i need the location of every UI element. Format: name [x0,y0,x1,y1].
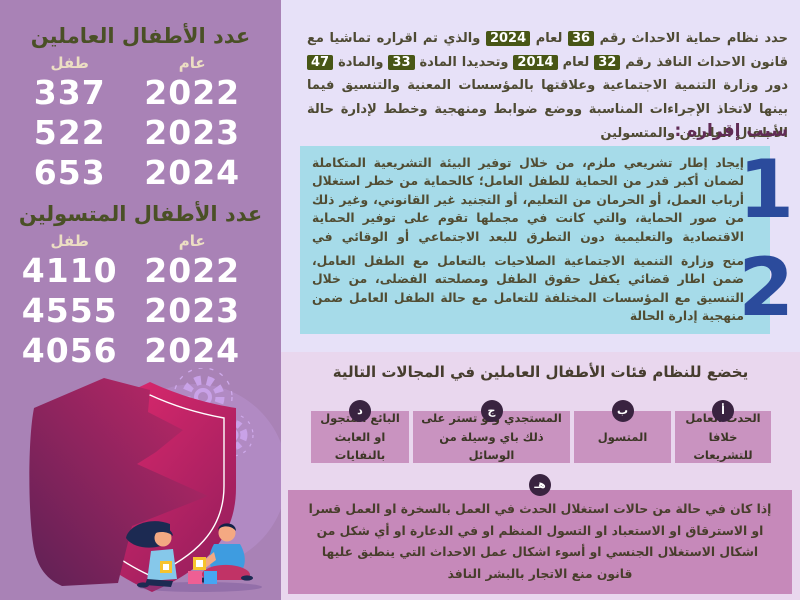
children-playing-illustration [29,368,281,592]
intro-text: لعام [530,31,568,46]
table-row: 2023 4555 [0,290,281,330]
categories-section: يخضع للنظام فئات الأطفال العاملين في الم… [281,352,800,600]
statistics-panel: عدد الأطفال العاملين عام طفل 2022 337 20… [0,0,281,600]
category-card-a: أ الحدث العامل خلافا للتشريعات [675,400,771,463]
letter-badge-d: د [349,400,371,422]
categories-row: أ الحدث العامل خلافا للتشريعات ب المتسول… [281,381,800,463]
category-card-b: ب المتسول [574,400,671,463]
building-blocks [188,557,217,584]
begging-children-header: عام طفل [0,226,281,250]
highlight-article-number: 47 [307,54,334,70]
jordan-map-shape [29,378,208,586]
category-card-d: د البائع المتجول او العابث بالنفايات [311,400,409,463]
highlight-article-number: 33 [388,54,415,70]
intro-text: والمادة [333,54,389,70]
working-children-header: عام طفل [0,48,281,72]
law-overview-section: حدد نظام حماية الاحداث رقم 36 لعام 2024 … [281,0,800,352]
count-value: 4110 [21,251,118,290]
letter-badge-a: أ [712,400,734,422]
reason-heading: سبب إقراره : [674,121,788,141]
column-header-year: عام [178,54,206,72]
column-header-year: عام [178,232,206,250]
girl-figure [126,521,177,588]
column-header-count: طفل [50,232,89,250]
begging-children-title: عدد الأطفال المتسولين [18,202,263,226]
reason-card-2: 2 منح وزارة التنمية الاجتماعية الصلاحيات… [300,244,794,334]
count-value: 653 [33,153,106,192]
intro-text: لعام [557,54,595,70]
category-label: المستجدي ولو تستر على ذلك باي وسيلة من ا… [421,411,562,463]
reason-number-2: 2 [738,241,794,334]
table-row: 2024 4056 [0,330,281,370]
table-row: 2024 653 [0,152,281,192]
table-row: 2023 522 [0,112,281,152]
highlight-law-number: 32 [594,54,621,70]
count-value: 4555 [21,291,118,330]
intro-text: دور وزارة التنمية الاجتماعية وعلاقتها با… [307,78,788,141]
intro-text: حدد نظام حماية الاحداث رقم [594,31,788,46]
count-value: 4056 [21,331,118,370]
highlight-year: 2014 [513,54,558,70]
highlight-law-number: 36 [567,31,595,46]
year-value: 2023 [144,291,241,330]
category-label: المتسول [597,429,648,444]
count-value: 522 [33,113,106,152]
letter-badge-b: ب [611,400,634,422]
letter-badge-c: ج [480,400,503,422]
reason-number-1: 1 [738,143,794,236]
highlight-year: 2024 [485,31,531,46]
year-value: 2022 [144,73,241,112]
category-card-c: ج المستجدي ولو تستر على ذلك باي وسيلة من… [413,400,570,463]
letter-badge-e: هـ [529,474,551,496]
year-value: 2022 [144,251,241,290]
working-children-title: عدد الأطفال العاملين [30,24,251,48]
column-header-count: طفل [50,54,89,72]
intro-text: وتحديدا المادة [414,54,514,70]
intro-text: والذي تم اقراره تماشيا مع قانون الاحداث … [307,31,788,70]
year-value: 2024 [144,153,241,192]
reason-text-2: منح وزارة التنمية الاجتماعية الصلاحيات ب… [312,254,744,324]
year-value: 2023 [144,113,241,152]
year-value: 2024 [144,331,241,370]
count-value: 337 [33,73,106,112]
reason-text-1: إيجاد إطار تشريعي ملزم، من خلال توفير ال… [312,156,758,262]
categories-heading: يخضع للنظام فئات الأطفال العاملين في الم… [332,363,749,381]
category-card-e: هـ إذا كان في حالة من حالات استغلال الحد… [288,474,792,595]
table-row: 2022 4110 [0,250,281,290]
special-category-text: إذا كان في حالة من حالات استغلال الحدث ف… [308,502,772,581]
table-row: 2022 337 [0,72,281,112]
law-intro-paragraph: حدد نظام حماية الاحداث رقم 36 لعام 2024 … [307,27,788,145]
